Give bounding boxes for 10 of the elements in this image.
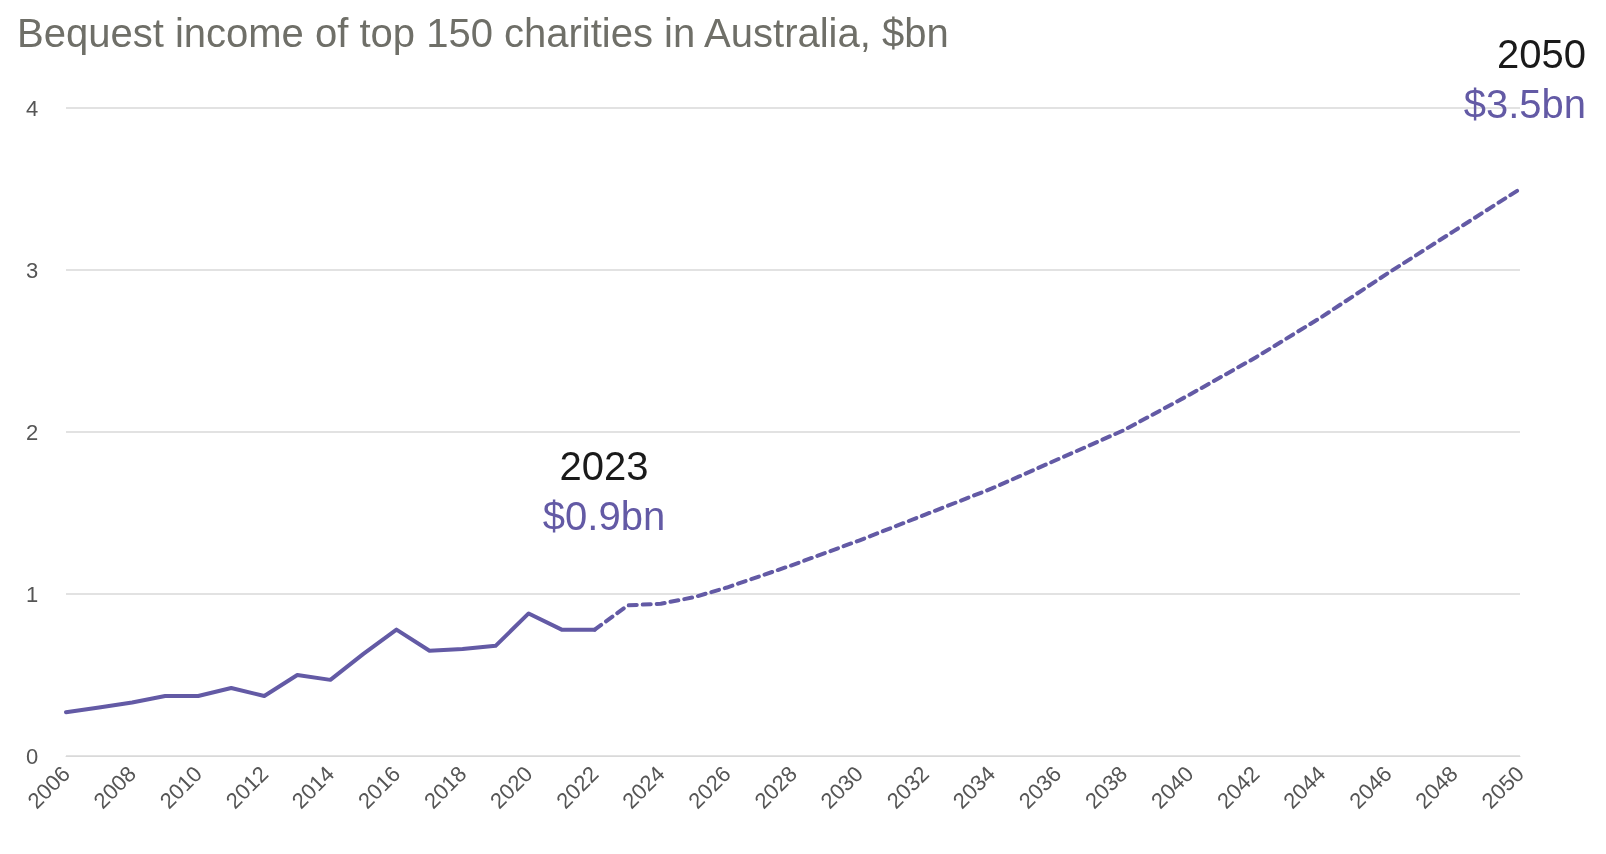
text: 2050	[1497, 32, 1586, 76]
annotation: $3.5bn	[1463, 82, 1586, 126]
y-tick-label: 4	[26, 95, 39, 121]
y-tick-label: 1	[26, 581, 39, 607]
y-tick-label: 3	[26, 257, 39, 283]
y-tick-label: 2	[26, 419, 39, 445]
y-tick-label: 0	[26, 743, 39, 769]
annotation: $0.9bn	[542, 494, 666, 538]
annotation: 2023	[559, 444, 649, 488]
chart-title: Bequest income of top 150 charities in Australia, $bn	[17, 11, 949, 55]
